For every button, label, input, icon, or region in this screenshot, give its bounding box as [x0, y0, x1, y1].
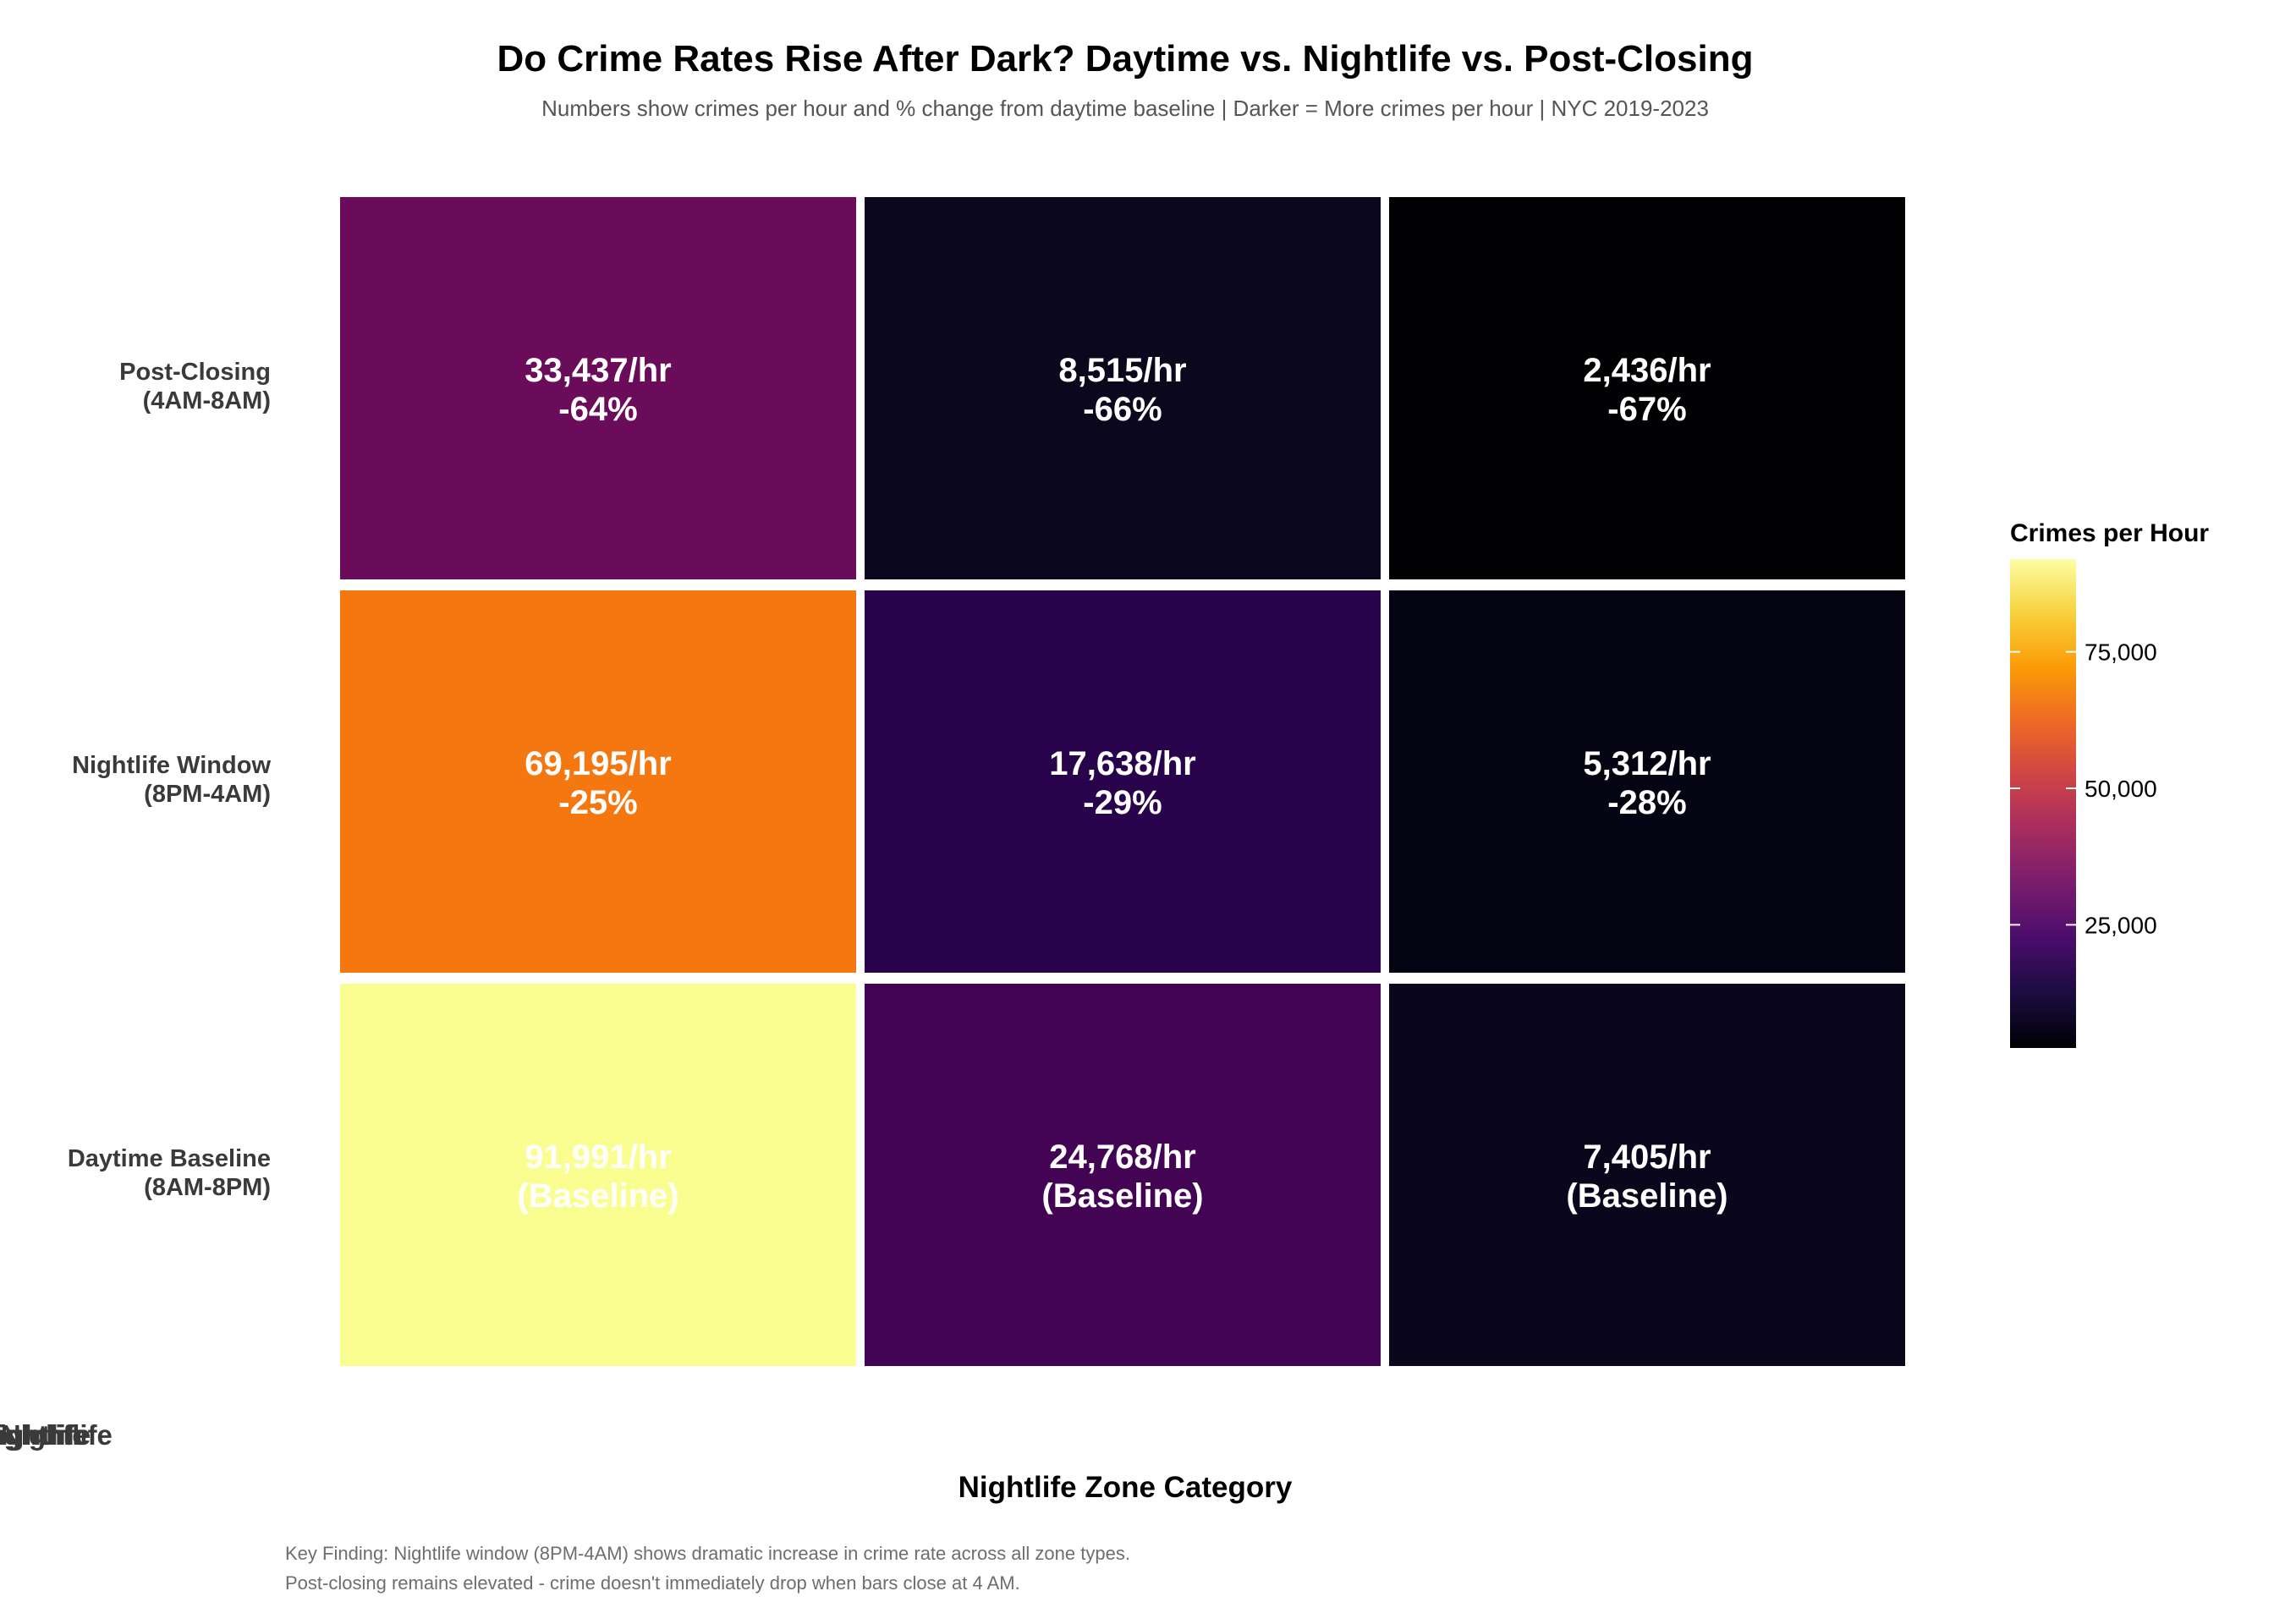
heatmap-cell [1389, 590, 1905, 973]
heatmap-cell [1389, 984, 1905, 1366]
cell-rate-label: 7,405/hr [1583, 1138, 1711, 1176]
y-tick-label: Nightlife Window [72, 752, 271, 779]
y-tick-label: (8AM-8PM) [144, 1174, 271, 1201]
caption: Key Finding: Nightlife window (8PM-4AM) … [285, 1543, 1130, 1594]
cell-rate-label: 69,195/hr [525, 745, 671, 782]
heatmap-cell-labels: 33,437/hr-64% 8,515/hr-66% 2,436/hr-67% 69,… [517, 352, 1727, 1215]
x-axis-tick-labels: Low NightlifeMedium NightlifeHigh Nightl… [0, 1419, 113, 1451]
heatmap-cell [865, 590, 1381, 973]
cell-change-label: -64% [558, 391, 637, 428]
chart-subtitle: Numbers show crimes per hour and % chang… [541, 96, 1709, 121]
cell-change-label: -29% [1083, 784, 1162, 821]
x-axis-title: Nightlife Zone Category [958, 1471, 1293, 1504]
cell-change-label: (Baseline) [1041, 1177, 1203, 1215]
heatmap-cell [1389, 197, 1905, 579]
cell-change-label: -25% [558, 784, 637, 821]
caption-line: Key Finding: Nightlife window (8PM-4AM) … [285, 1543, 1130, 1564]
legend-ticks: 25,000 50,000 75,000 [2010, 639, 2157, 938]
x-tick-label: Low Nightlife [0, 1419, 88, 1451]
cell-rate-label: 24,768/hr [1049, 1138, 1195, 1176]
cell-change-label: -28% [1607, 784, 1686, 821]
cell-rate-label: 2,436/hr [1583, 352, 1711, 389]
cell-rate-label: 17,638/hr [1049, 745, 1195, 782]
cell-change-label: -66% [1083, 391, 1162, 428]
y-tick-label: (8PM-4AM) [144, 781, 271, 808]
heatmap-cell [865, 197, 1381, 579]
caption-line: Post-closing remains elevated - crime do… [285, 1572, 1020, 1594]
cell-change-label: (Baseline) [517, 1177, 678, 1215]
cell-rate-label: 8,515/hr [1058, 352, 1186, 389]
color-legend: Crimes per Hour 25,000 50,000 75,000 [2010, 519, 2209, 1048]
legend-tick-label: 25,000 [2084, 912, 2157, 938]
legend-title: Crimes per Hour [2010, 519, 2209, 547]
heatmap-cell [340, 197, 856, 579]
heatmap-cell [340, 984, 856, 1366]
heatmap-cell [865, 984, 1381, 1366]
cell-rate-label: 33,437/hr [525, 352, 671, 389]
y-tick-label: Post-Closing [119, 359, 271, 386]
cell-change-label: -67% [1607, 391, 1686, 428]
heatmap-cells [340, 197, 1905, 1366]
legend-tick-label: 75,000 [2084, 639, 2157, 666]
heatmap-cell [340, 590, 856, 973]
y-axis-tick-labels: Post-Closing(4AM-8AM) Nightlife Window(8P… [68, 359, 272, 1201]
y-tick-label: Daytime Baseline [68, 1145, 271, 1172]
chart-title: Do Crime Rates Rise After Dark? Daytime … [497, 38, 1754, 80]
y-tick-label: (4AM-8AM) [143, 387, 271, 414]
x-tick-label: High Nightlife [0, 1419, 91, 1451]
cell-rate-label: 5,312/hr [1583, 745, 1711, 782]
cell-rate-label: 91,991/hr [525, 1138, 671, 1176]
cell-change-label: (Baseline) [1566, 1177, 1727, 1215]
legend-color-bar [2010, 559, 2076, 1048]
legend-tick-label: 50,000 [2084, 776, 2157, 802]
x-tick-label: Medium Nightlife [0, 1419, 113, 1451]
